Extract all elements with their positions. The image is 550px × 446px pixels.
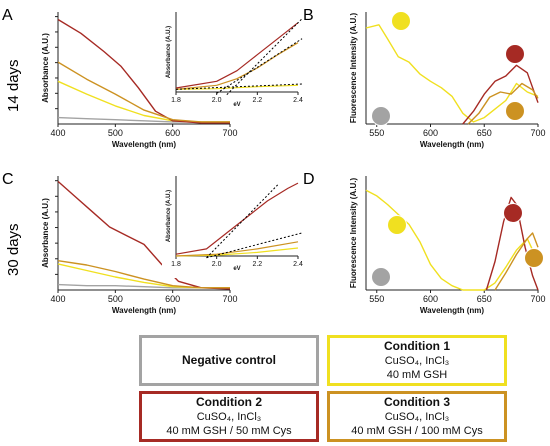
panel-label-d: D <box>303 171 315 188</box>
chart-a-inset-y-axis-title: Absorbance (A.U.) <box>166 26 172 78</box>
legend-condition-2-title: Condition 2 <box>196 395 262 409</box>
chart-c-inset-tangent-line <box>206 232 303 259</box>
chart-d-x-axis-title: Wavelength (nm) <box>420 306 484 315</box>
chart-d-y-axis-title: Fluorescence Intensity (A.U.) <box>349 178 358 289</box>
chart-c-x-tick-label: 700 <box>222 294 237 304</box>
chart-b-x-axis-title: Wavelength (nm) <box>420 140 484 149</box>
chart-c-inset-y-axis-title: Absorbance (A.U.) <box>166 190 172 242</box>
chart-c-y-axis-title: Absorbance (A.U.) <box>41 198 50 268</box>
chart-a-x-tick-label: 500 <box>108 128 123 138</box>
legend-condition-2-line-1: CuSO₄, InCl₃ <box>196 411 262 423</box>
chart-d: 550 600 650 700 Wavelength (nm) Fluorescence … <box>349 176 546 315</box>
chart-d-x-tick-label: 650 <box>477 294 492 304</box>
chart-b-x-tick-label: 600 <box>423 128 438 138</box>
chart-c-x-axis-title: Wavelength (nm) <box>112 306 176 315</box>
chart-a-inset-tangent-line <box>226 18 303 96</box>
panel-label-a: A <box>2 7 13 24</box>
legend-condition-3-title: Condition 3 <box>384 395 450 409</box>
chart-a-series-condition-2 <box>57 18 230 124</box>
chart-d-marker-condition-2 <box>503 203 523 223</box>
chart-a-inset-series-condition-1 <box>175 84 299 90</box>
chart-a-x-tick-label: 400 <box>50 128 65 138</box>
chart-d-x-tick-label: 700 <box>530 294 545 304</box>
legend-condition-3: Condition 3 CuSO₄, InCl₃ 40 mM GSH / 100… <box>327 391 507 442</box>
chart-d-series-condition-2 <box>485 196 539 291</box>
chart-c-inset-series-condition-2 <box>175 182 299 255</box>
chart-b-marker-condition-2 <box>505 44 525 64</box>
chart-a-x-tick-label: 600 <box>165 128 180 138</box>
chart-d-series-condition-3 <box>494 232 539 291</box>
legend-condition-1: Condition 1 CuSO₄, InCl₃ 40 mM GSH <box>327 335 507 386</box>
chart-a-inset-x-tick-label: 2.0 <box>212 97 222 104</box>
panel-label-c: C <box>2 171 14 188</box>
chart-c-inset-x-tick-label: 2.2 <box>252 261 262 268</box>
chart-c-x-tick-label: 400 <box>50 294 65 304</box>
chart-a-inset-series-condition-2 <box>175 22 299 89</box>
chart-a-x-tick-label: 700 <box>222 128 237 138</box>
chart-a-inset-x-tick-label: 2.4 <box>293 97 303 104</box>
chart-a-x-axis-title: Wavelength (nm) <box>112 140 176 149</box>
chart-c-inset-x-axis-title: eV <box>233 266 240 272</box>
chart-d-marker-condition-3 <box>524 248 544 268</box>
chart-c-x-tick-label: 600 <box>165 294 180 304</box>
legend-negative-control: Negative control <box>139 335 319 386</box>
chart-a-inset: 1.8 2.0 2.2 2.4 eV Absorbance (A.U.) <box>162 10 303 114</box>
chart-a-inset-tangent-line <box>216 38 303 94</box>
chart-d-marker-condition-1 <box>387 215 407 235</box>
panel-label-b: B <box>303 7 314 24</box>
chart-d-marker-negative-control <box>371 267 391 287</box>
chart-c-inset-background <box>162 174 302 278</box>
chart-b-marker-condition-1 <box>391 11 411 31</box>
chart-c-inset-x-tick-label: 2.4 <box>293 261 303 268</box>
chart-b-series-condition-1 <box>365 24 539 123</box>
row-label-30-days: 30 days <box>5 223 22 276</box>
chart-a-inset-x-tick-label: 1.8 <box>171 97 181 104</box>
chart-c-inset-x-tick-label: 1.8 <box>171 261 181 268</box>
chart-b-marker-negative-control <box>371 106 391 126</box>
chart-b-x-tick-label: 550 <box>369 128 384 138</box>
chart-a-inset-background <box>162 10 302 114</box>
legend-condition-3-line-1: CuSO₄, InCl₃ <box>384 411 450 423</box>
chart-d-series-condition-1 <box>365 189 539 291</box>
chart-c-series-condition-2 <box>57 180 231 290</box>
chart-b: 550 600 650 700 Wavelength (nm) Fluorescence … <box>349 11 546 149</box>
row-label-14-days: 14 days <box>5 59 22 112</box>
chart-a-y-axis-title: Absorbance (A.U.) <box>41 33 50 103</box>
chart-c-x-tick-label: 500 <box>108 294 123 304</box>
chart-b-series-condition-2 <box>462 64 539 125</box>
chart-a-inset-x-tick-label: 2.2 <box>252 97 262 104</box>
chart-c-inset-series-condition-3 <box>175 241 299 257</box>
chart-b-x-tick-label: 650 <box>477 128 492 138</box>
legend-condition-3-line-2: 40 mM GSH / 100 mM Cys <box>351 425 483 437</box>
chart-a-series-condition-3 <box>57 61 230 123</box>
legend-negative-title: Negative control <box>181 353 277 367</box>
chart-d-x-tick-label: 600 <box>423 294 438 304</box>
chart-c-inset: 1.8 2.0 2.2 2.4 eV Absorbance (A.U.) <box>162 174 303 278</box>
chart-a: 400 500 600 700 Wavelength (nm) Absorbance (A… <box>41 10 303 149</box>
chart-c-inset-x-tick-label: 2.0 <box>212 261 222 268</box>
chart-d-x-tick-label: 550 <box>369 294 384 304</box>
legend-condition-2: Condition 2 CuSO₄, InCl₃ 40 mM GSH / 50 … <box>139 391 319 442</box>
chart-b-y-axis-title: Fluorescence Intensity (A.U.) <box>349 13 358 124</box>
legend-condition-2-line-2: 40 mM GSH / 50 mM Cys <box>166 425 292 437</box>
chart-b-marker-condition-3 <box>505 101 525 121</box>
chart-b-x-tick-label: 700 <box>530 128 545 138</box>
legend-condition-1-line-1: CuSO₄, InCl₃ <box>384 355 450 367</box>
chart-c: 400 500 600 700 Wavelength (nm) Absorbance (A… <box>41 174 303 315</box>
legend-condition-1-line-2: 40 mM GSH <box>386 369 448 381</box>
chart-b-series-condition-3 <box>467 82 539 125</box>
chart-c-series-condition-3 <box>57 260 230 289</box>
chart-a-inset-tangent-line <box>175 83 303 90</box>
chart-c-inset-tangent-line <box>206 184 279 259</box>
chart-a-inset-x-axis-title: eV <box>233 102 240 108</box>
legend-condition-1-title: Condition 1 <box>384 339 450 353</box>
